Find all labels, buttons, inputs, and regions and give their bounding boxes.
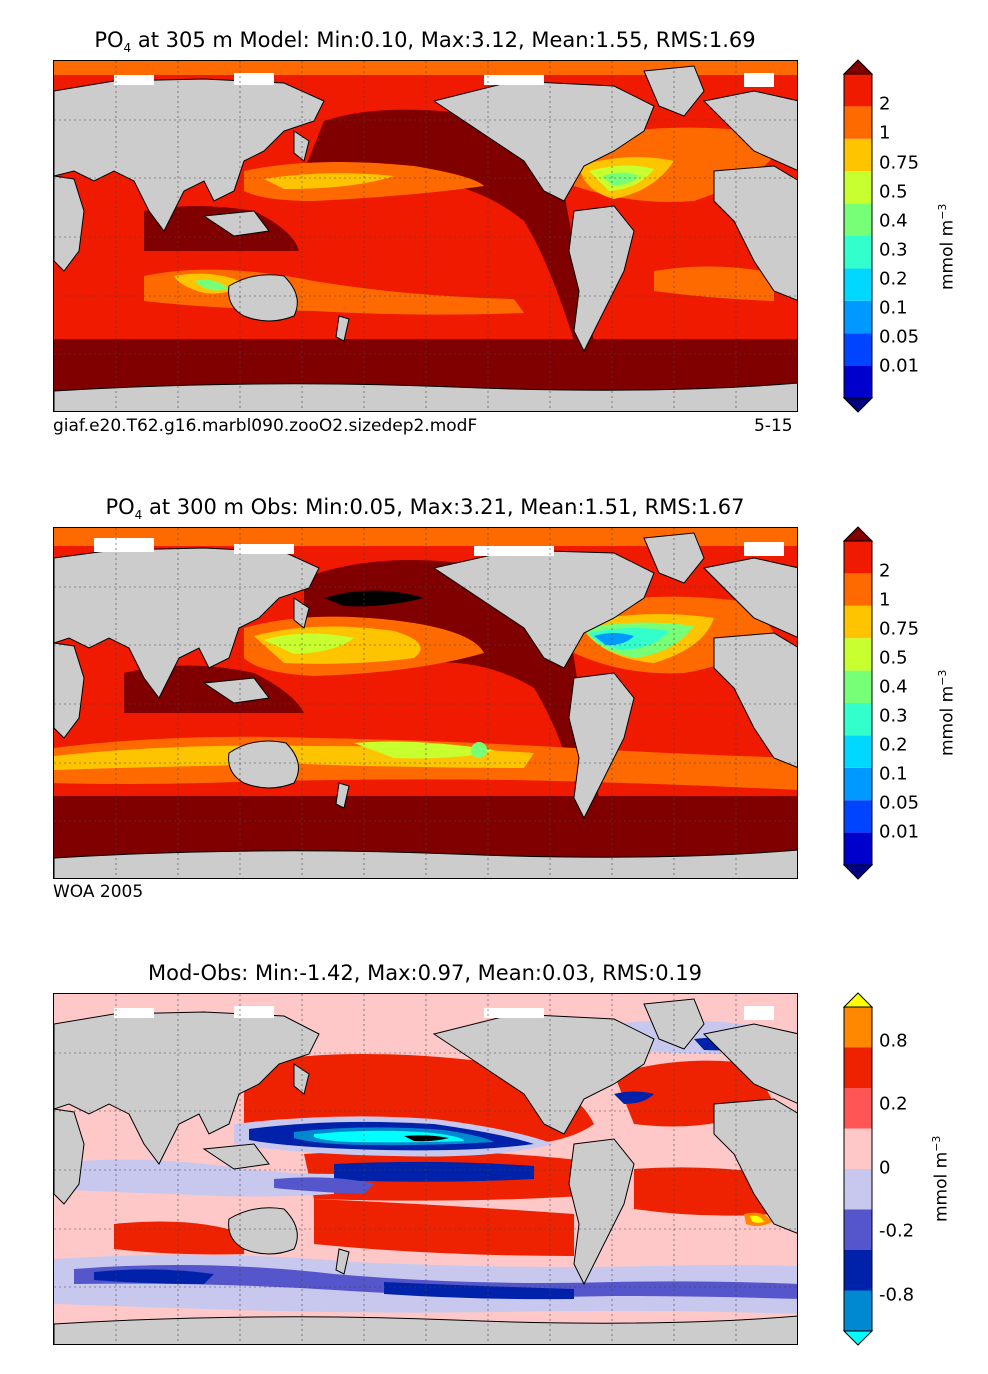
colorbar-segment [844,767,872,801]
colorbar-segment [844,171,872,204]
panel3-title: Mod-Obs: Min:-1.42, Max:0.97, Mean:0.03,… [148,961,702,985]
colorbar-extend-min [842,397,874,413]
panel1-colorbar-svg [842,59,874,413]
panel2-source: WOA 2005 [53,882,144,902]
colorbar-segment [844,1169,872,1210]
colorbar-segment [844,1128,872,1169]
panel1-map [53,60,798,412]
colorbar-segment [844,106,872,139]
panel3-unit-label: mmol m−3 [930,1135,952,1222]
panel1-tick: 0.05 [879,326,920,348]
colorbar-segment [844,541,872,574]
panel3-tick: -0.8 [879,1284,915,1306]
panel2-tick: 1 [879,589,891,611]
panel3-tick: 0 [879,1157,891,1179]
colorbar-segment [844,300,872,334]
panel1-tick: 1 [879,122,891,144]
colorbar-segment [844,365,872,398]
colorbar-extend-max [842,992,874,1008]
panel1-tick: 0.75 [879,152,920,174]
panel2-title: PO4 at 300 m Obs: Min:0.05, Max:3.21, Me… [105,495,745,523]
panel1-tick: 2 [879,93,891,115]
panel2-unit-label: mmol m−3 [936,669,958,756]
colorbar-segment [844,703,872,736]
colorbar-extend-max [842,526,874,542]
colorbar-extend-min [842,1330,874,1346]
colorbar-frame [843,540,873,866]
colorbar-segment [844,74,872,107]
panel3-map [53,993,798,1345]
panel2-tick: 0.1 [879,763,908,785]
panel2-tick: 0.2 [879,734,908,756]
colorbar-segment [844,605,872,639]
panel2-tick: 0.75 [879,618,920,640]
colorbar-segment [844,800,872,833]
panel2-tick: 0.3 [879,705,908,727]
panel2-tick: 2 [879,560,891,582]
panel1-colorbar [842,59,874,416]
panel1-tick: 0.3 [879,239,908,261]
panel1-tick: 0.1 [879,297,908,319]
panel1-tick: 0.01 [879,355,920,377]
panel1-years: 5-15 [754,416,793,436]
colorbar-segment [844,573,872,606]
colorbar-segment [844,1007,872,1048]
colorbar-segment [844,1209,872,1250]
panel2-colorbar [842,526,874,883]
colorbar-segment [844,1088,872,1129]
colorbar-extend-min [842,864,874,880]
colorbar-segment [844,1250,872,1291]
panel2-tick: 0.01 [879,821,920,843]
colorbar-segment [844,832,872,865]
panel2-tick: 0.05 [879,792,920,814]
panel3-colorbar-svg [842,992,874,1346]
panel3-tick: 0.8 [879,1030,908,1052]
panel3-colorbar [842,992,874,1349]
colorbar-frame [843,73,873,399]
panel2-map [53,527,798,879]
colorbar-frame [843,1006,873,1332]
panel3-tick: 0.2 [879,1093,908,1115]
panel1-tick: 0.4 [879,210,908,232]
colorbar-segment [844,138,872,172]
panel2-colorbar-svg [842,526,874,880]
panel2-tick: 0.4 [879,676,908,698]
colorbar-extend-max [842,59,874,75]
panel1-title: PO4 at 305 m Model: Min:0.10, Max:3.12, … [94,28,756,56]
colorbar-segment [844,670,872,703]
colorbar-segment [844,236,872,269]
colorbar-segment [844,333,872,366]
panel1-unit-label: mmol m−3 [936,203,958,290]
colorbar-segment [844,638,872,671]
panel2-tick: 0.5 [879,647,908,669]
colorbar-segment [844,1290,872,1331]
colorbar-segment [844,1047,872,1088]
colorbar-segment [844,268,872,301]
panel1-tick: 0.5 [879,181,908,203]
panel1-run-name: giaf.e20.T62.g16.marbl090.zooO2.sizedep2… [53,416,478,436]
panel3-tick: -0.2 [879,1220,915,1242]
colorbar-segment [844,735,872,768]
panel1-tick: 0.2 [879,268,908,290]
colorbar-segment [844,203,872,236]
